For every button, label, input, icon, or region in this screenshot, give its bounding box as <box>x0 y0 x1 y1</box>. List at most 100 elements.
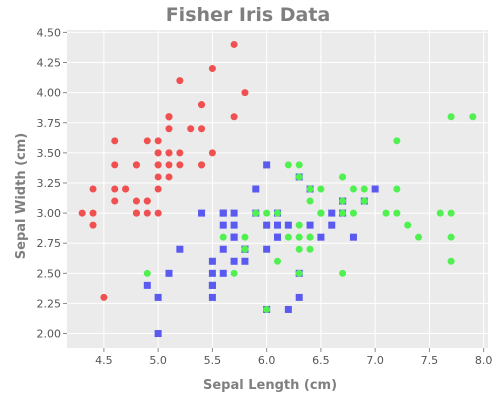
data-point-circle <box>349 185 357 193</box>
data-point-circle <box>154 149 162 157</box>
data-point-circle <box>447 257 455 265</box>
data-point-square <box>274 233 281 241</box>
data-point-circle <box>447 113 455 121</box>
data-point-square <box>252 185 260 193</box>
data-point-circle <box>447 233 455 241</box>
data-point-circle <box>252 209 260 217</box>
y-tick-label: 2.00 <box>37 328 62 341</box>
data-point-circle <box>339 269 347 277</box>
x-tick-label: 5.0 <box>149 354 167 367</box>
data-point-circle <box>143 209 151 217</box>
data-point-square <box>317 233 325 241</box>
data-point-circle <box>404 221 412 229</box>
data-point-circle <box>415 233 423 241</box>
data-point-square <box>230 209 238 217</box>
data-point-circle <box>306 197 314 205</box>
data-point-circle <box>295 161 303 169</box>
x-tick-label: 5.5 <box>204 354 222 367</box>
data-point-circle <box>284 233 292 241</box>
data-point-circle <box>122 185 130 193</box>
data-point-circle <box>274 209 281 217</box>
data-point-circle <box>295 221 303 229</box>
data-point-circle <box>111 185 119 193</box>
data-point-circle <box>154 161 162 169</box>
y-tick-label: 3.00 <box>37 207 62 220</box>
data-point-circle <box>349 209 357 217</box>
data-point-circle <box>306 233 314 241</box>
data-point-circle <box>89 185 97 193</box>
data-point-circle <box>143 137 151 145</box>
data-point-square <box>371 185 379 193</box>
data-point-square <box>208 269 216 277</box>
data-point-circle <box>295 173 303 181</box>
data-point-circle <box>284 161 292 169</box>
data-point-circle <box>132 209 140 217</box>
data-point-circle <box>154 137 162 145</box>
data-point-circle <box>198 101 206 109</box>
data-point-circle <box>111 137 119 145</box>
data-point-square <box>219 221 227 229</box>
data-point-circle <box>208 65 216 73</box>
data-point-circle <box>176 77 184 85</box>
data-point-square <box>241 257 249 265</box>
data-point-circle <box>100 293 108 301</box>
data-point-circle <box>198 161 206 169</box>
x-tick-label: 6.5 <box>312 354 330 367</box>
data-point-circle <box>469 113 477 121</box>
chart-title: Fisher Iris Data <box>166 4 331 26</box>
data-point-square <box>295 293 303 301</box>
y-tick-label: 4.00 <box>37 87 62 100</box>
data-point-circle <box>436 209 444 217</box>
data-point-square <box>143 281 151 289</box>
y-axis-label: Sepal Width (cm) <box>14 133 29 259</box>
data-point-circle <box>230 40 238 48</box>
data-point-circle <box>295 233 303 241</box>
data-point-circle <box>360 185 368 193</box>
data-points <box>78 40 477 338</box>
plot-area <box>67 30 488 348</box>
data-point-square <box>208 281 216 289</box>
data-point-square <box>306 221 314 229</box>
y-tick-label: 4.50 <box>37 26 62 39</box>
data-point-circle <box>295 269 303 277</box>
data-point-circle <box>165 125 173 133</box>
data-point-circle <box>274 257 281 265</box>
data-point-square <box>219 245 227 253</box>
data-point-circle <box>132 161 140 169</box>
y-tick-label: 3.50 <box>37 147 62 160</box>
data-point-circle <box>132 197 140 205</box>
data-point-circle <box>230 113 238 121</box>
y-tick-label: 3.75 <box>37 117 62 130</box>
data-point-square <box>263 245 271 253</box>
data-point-square <box>284 221 292 229</box>
data-point-circle <box>143 197 151 205</box>
data-point-circle <box>208 149 216 157</box>
data-point-circle <box>165 113 173 121</box>
data-point-circle <box>187 125 195 133</box>
x-tick-label: 6.0 <box>258 354 276 367</box>
data-point-circle <box>241 245 249 253</box>
data-point-circle <box>198 125 206 133</box>
data-point-circle <box>241 233 249 241</box>
data-point-circle <box>306 245 314 253</box>
y-tick-label: 4.25 <box>37 57 62 70</box>
data-point-square <box>219 269 227 277</box>
data-point-circle <box>219 233 227 241</box>
data-point-circle <box>111 161 119 169</box>
data-point-circle <box>165 173 173 181</box>
data-point-square <box>219 209 227 217</box>
data-point-circle <box>393 137 401 145</box>
data-point-square <box>198 209 206 217</box>
data-point-circle <box>89 209 97 217</box>
data-point-circle <box>295 245 303 253</box>
data-point-circle <box>382 209 390 217</box>
data-point-circle <box>317 209 325 217</box>
data-point-square <box>349 233 357 241</box>
data-point-square <box>274 221 281 229</box>
data-point-square <box>230 221 238 229</box>
data-point-square <box>328 221 336 229</box>
y-tick-label: 2.25 <box>37 297 62 310</box>
data-point-square <box>230 233 238 241</box>
data-point-square <box>208 257 216 265</box>
